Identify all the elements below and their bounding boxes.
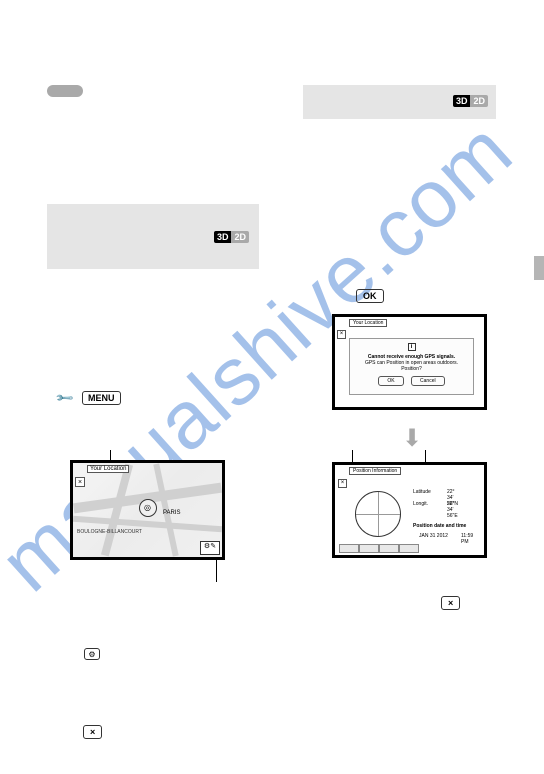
pos-tab[interactable] bbox=[339, 544, 359, 553]
wrench-icon: 🔧 bbox=[54, 388, 74, 408]
side-tab bbox=[534, 256, 544, 280]
info-box-left: 3D 2D bbox=[47, 204, 259, 269]
map-bottom-label: BOULOGNE-BILLANCOURT bbox=[77, 529, 142, 535]
lat-label: Latitude bbox=[413, 489, 431, 495]
badge-2d: 2D bbox=[470, 95, 488, 107]
badge-2d-2: 2D bbox=[231, 231, 249, 243]
dialog-screenshot: × Your Location i Cannot receive enough … bbox=[332, 314, 487, 410]
dialog-title: Your Location bbox=[349, 319, 387, 327]
dialog-cancel-button[interactable]: Cancel bbox=[411, 376, 445, 386]
x-button-2[interactable]: × bbox=[83, 725, 102, 739]
position-info-screenshot: × Position Information Latitude 22° 34' … bbox=[332, 462, 487, 558]
lon-value: 22° 34' 56"E bbox=[447, 501, 458, 519]
pointer-line bbox=[216, 560, 217, 582]
dialog-ok-button[interactable]: OK bbox=[378, 376, 403, 386]
x-button[interactable]: × bbox=[441, 596, 460, 610]
badge-3d: 3D bbox=[453, 95, 471, 107]
map-close-icon[interactable]: × bbox=[75, 477, 85, 487]
pos-time: 11:59 PM bbox=[461, 533, 473, 545]
ok-button-label: OK bbox=[356, 289, 384, 303]
map-title: Your Location bbox=[87, 465, 129, 473]
dialog-close-icon[interactable]: × bbox=[337, 330, 346, 339]
badge-3d2d: 3D 2D bbox=[453, 95, 488, 107]
info-icon: i bbox=[408, 343, 416, 351]
compass-icon bbox=[355, 491, 401, 537]
map-center-label: PARIS bbox=[163, 510, 181, 516]
pointer-line bbox=[110, 450, 111, 462]
header-pill bbox=[47, 85, 83, 97]
pos-close-icon[interactable]: × bbox=[338, 479, 347, 488]
menu-button[interactable]: MENU bbox=[82, 391, 121, 405]
badge-3d2d-2: 3D 2D bbox=[214, 231, 249, 243]
down-arrow-icon: ⬇ bbox=[402, 424, 422, 453]
badge-3d-2: 3D bbox=[214, 231, 232, 243]
info-box-top-right: 3D 2D bbox=[303, 85, 496, 119]
ok-button-inline: OK bbox=[356, 286, 384, 304]
pos-tab[interactable] bbox=[399, 544, 419, 553]
map-corner-button[interactable]: ⚙✎ bbox=[200, 541, 220, 555]
pos-bottom-tabs bbox=[339, 544, 419, 553]
pos-date: JAN 31 2012 bbox=[419, 533, 448, 539]
pointer-line bbox=[352, 450, 353, 464]
dialog-content: i Cannot receive enough GPS signals. GPS… bbox=[349, 338, 474, 395]
gear-button[interactable]: ⚙ bbox=[84, 648, 100, 660]
pos-date-label: Position date and time bbox=[413, 523, 466, 529]
pointer-line bbox=[425, 450, 426, 464]
lon-label: Longit. bbox=[413, 501, 428, 507]
map-target-icon[interactable]: ◎ bbox=[139, 499, 157, 517]
pos-title: Position Information bbox=[349, 467, 401, 475]
map-screenshot: × Your Location ◎ PARIS BOULOGNE-BILLANC… bbox=[70, 460, 225, 560]
pos-tab[interactable] bbox=[359, 544, 379, 553]
pos-tab[interactable] bbox=[379, 544, 399, 553]
